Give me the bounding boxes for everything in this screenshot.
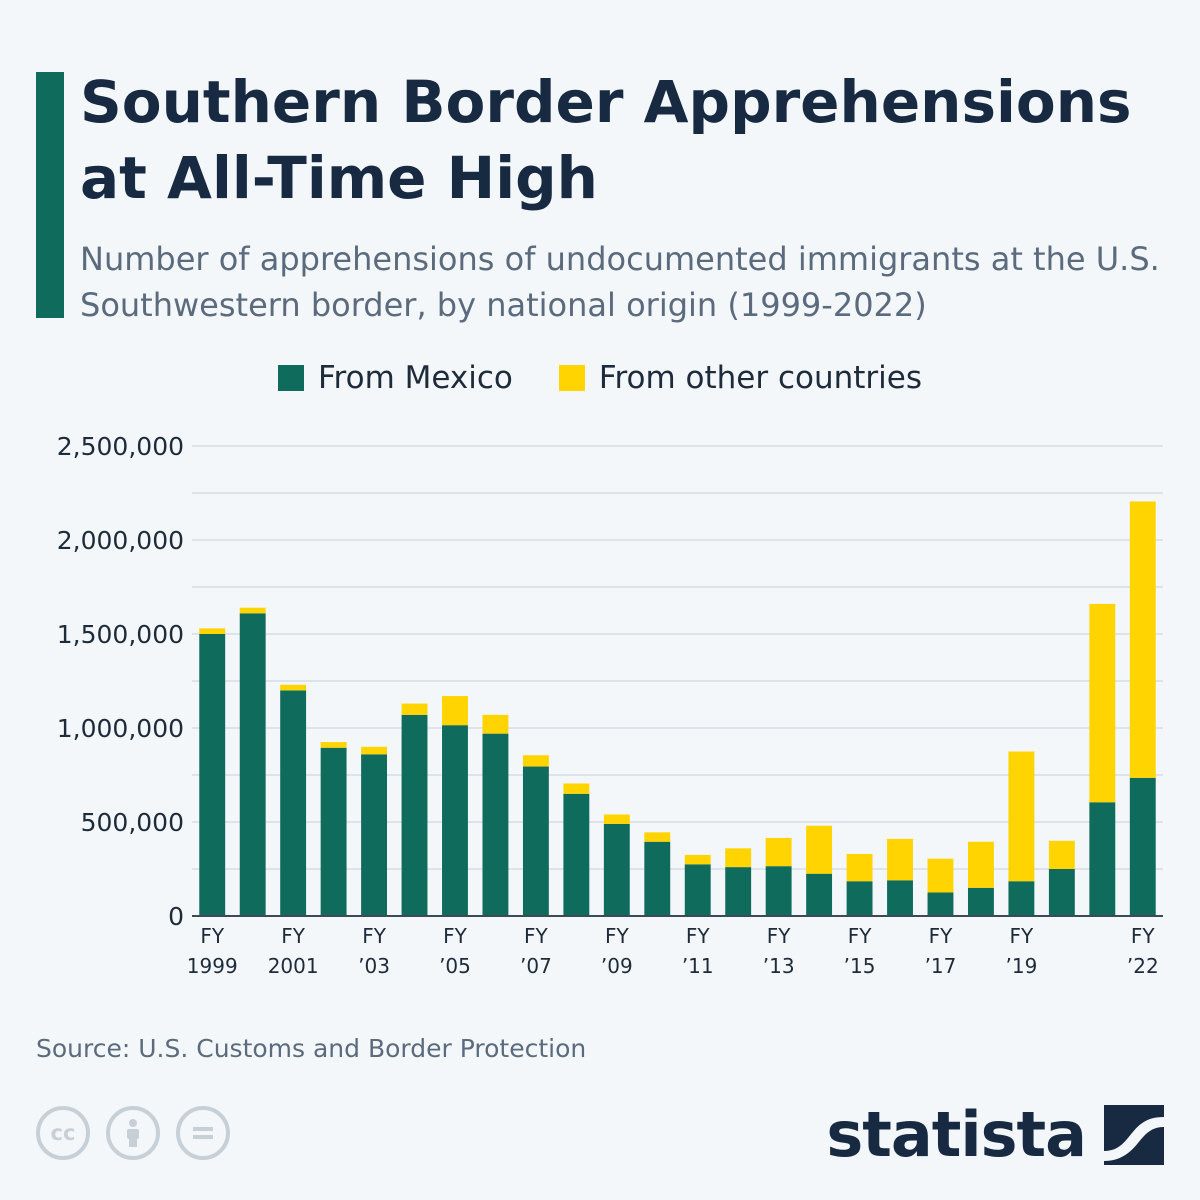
bar-mexico [199, 634, 226, 916]
x-tick-label: FY [524, 924, 549, 948]
x-tick-label: ’19 [1005, 954, 1037, 978]
x-tick-label: FY [686, 924, 711, 948]
license-icons: cc [36, 1106, 230, 1160]
bar-other [765, 837, 792, 867]
bar-mexico [644, 841, 671, 916]
bar-mexico [563, 793, 590, 916]
x-tick-label: ’05 [439, 954, 471, 978]
bar-mexico [725, 867, 752, 916]
bar-mexico [927, 892, 954, 916]
bar-mexico [765, 866, 792, 916]
bar-mexico [361, 754, 388, 916]
bar-other [1129, 501, 1156, 778]
legend-swatch-other [558, 365, 585, 391]
bar-mexico [280, 690, 307, 916]
x-tick-label: ’15 [844, 954, 876, 978]
bar-other [482, 714, 509, 734]
y-tick-label: 1,500,000 [57, 620, 184, 649]
x-tick-label: ’17 [925, 954, 957, 978]
bar-other [603, 814, 630, 824]
statista-logo-icon [1104, 1105, 1164, 1165]
y-tick-label: 2,000,000 [57, 526, 184, 555]
bar-mexico [846, 881, 873, 916]
bar-other [927, 858, 954, 893]
chart-legend: From Mexico From other countries [0, 360, 1200, 396]
stacked-bar-chart: 0 500,000 1,000,000 1,500,000 2,000,000 2,500… [57, 432, 1163, 978]
bar-mexico [967, 887, 994, 916]
bar-other [280, 684, 307, 691]
x-tick-label: FY [281, 924, 306, 948]
x-tick-label: ’11 [682, 954, 714, 978]
bar-other [644, 832, 671, 842]
equals-glyph [193, 1127, 213, 1139]
bar-other [199, 628, 226, 634]
bar-other [846, 853, 873, 882]
bar-other [967, 841, 994, 888]
bar-other [320, 742, 347, 748]
bar-mexico [239, 613, 266, 916]
x-tick-label: FY [1010, 924, 1035, 948]
bar-other [684, 854, 711, 865]
bar-other [401, 703, 428, 715]
bar-mexico [1089, 802, 1116, 916]
x-tick-label: FY [200, 924, 225, 948]
x-tick-label: ’22 [1127, 954, 1159, 978]
x-tick-label: FY [848, 924, 873, 948]
x-tick-label: FY [767, 924, 792, 948]
y-tick-label: 2,500,000 [57, 432, 184, 461]
bar-mexico [1008, 881, 1035, 916]
x-tick-label: ’03 [358, 954, 390, 978]
legend-item-mexico: From Mexico [277, 360, 513, 396]
bar-mexico [401, 714, 428, 916]
bar-other [1008, 751, 1035, 882]
bar-other [361, 746, 388, 755]
x-tick-label: FY [929, 924, 954, 948]
brand-name: statista [826, 1098, 1087, 1171]
bar-other [239, 607, 266, 614]
chart-subtitle: Number of apprehensions of undocumented … [80, 240, 1160, 324]
x-tick-label: FY [1131, 924, 1156, 948]
y-tick-label: 0 [168, 902, 184, 931]
creative-commons-icon[interactable]: cc [36, 1106, 90, 1160]
x-tick-label: ’09 [601, 954, 633, 978]
bar-mexico [482, 733, 509, 916]
bar-other [887, 838, 913, 881]
x-tick-label: ’07 [520, 954, 552, 978]
bar-mexico [684, 864, 711, 916]
bar-other [725, 848, 752, 868]
source-note: Source: U.S. Customs and Border Protecti… [36, 1034, 587, 1063]
person-glyph [127, 1119, 139, 1147]
no-derivatives-icon[interactable] [176, 1106, 230, 1160]
legend-swatch-mexico [277, 365, 304, 391]
legend-label-mexico: From Mexico [317, 360, 513, 396]
statista-brand[interactable]: statista [826, 1100, 1164, 1170]
y-tick-label: 500,000 [81, 808, 184, 837]
bar-other [442, 696, 468, 726]
bar-mexico [320, 747, 347, 916]
attribution-icon[interactable] [106, 1106, 160, 1160]
bar-mexico [603, 823, 630, 916]
bar-mexico [442, 725, 468, 916]
bar-other [522, 755, 549, 767]
bar-mexico [1129, 777, 1156, 916]
y-tick-label: 1,000,000 [57, 714, 184, 743]
x-tick-label: FY [605, 924, 630, 948]
bar-other [806, 825, 833, 874]
bar-other [1048, 840, 1075, 869]
bar-mexico [887, 880, 913, 916]
bar-mexico [1048, 869, 1075, 916]
legend-item-other: From other countries [558, 360, 923, 396]
bar-mexico [522, 766, 549, 916]
legend-label-other: From other countries [598, 360, 923, 396]
chart-title: Southern Border Apprehensions at All-Tim… [80, 68, 1132, 212]
x-tick-label: ’13 [763, 954, 795, 978]
bar-other [563, 783, 590, 794]
x-tick-label: FY [443, 924, 468, 948]
bar-other [1089, 603, 1116, 803]
title-accent-bar [36, 72, 64, 318]
bar-mexico [806, 873, 833, 916]
x-tick-label: 1999 [187, 954, 238, 978]
x-tick-label: 2001 [268, 954, 319, 978]
x-tick-label: FY [362, 924, 387, 948]
